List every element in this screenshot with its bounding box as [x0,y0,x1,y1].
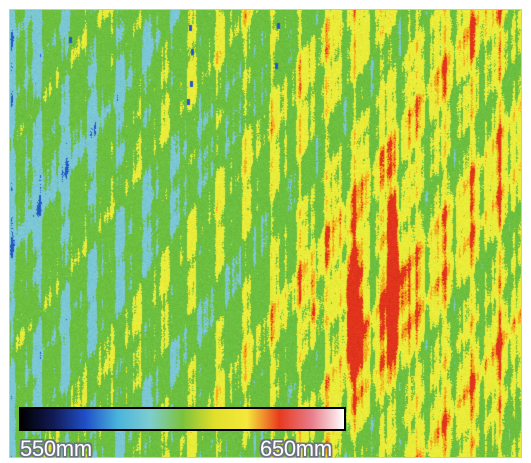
scale-min-label: 550mm [20,436,92,461]
scale-max-label: 650mm [260,436,332,461]
color-scale-bar [19,407,346,431]
thickness-heatmap [9,9,522,458]
